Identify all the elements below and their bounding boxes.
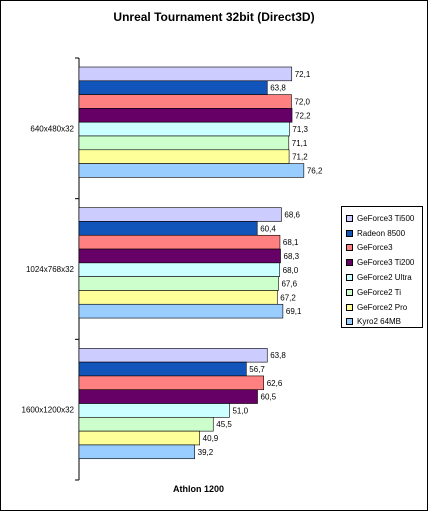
data-label: 60,5	[261, 393, 277, 402]
bar	[78, 66, 293, 82]
bar	[78, 121, 290, 137]
legend-swatch	[346, 274, 353, 282]
data-label: 40,9	[203, 434, 219, 443]
legend: GeForce3 Ti500 Radeon 8500 GeForce3 GeForce…	[341, 206, 423, 328]
data-label: 71,1	[292, 139, 308, 148]
data-label: 72,2	[295, 111, 311, 120]
legend-label: GeForce2 Pro	[357, 302, 408, 312]
bar	[78, 135, 290, 151]
data-label: 68,0	[283, 266, 299, 275]
data-label: 63,8	[270, 84, 286, 93]
bar	[78, 149, 290, 164]
bar	[78, 348, 268, 363]
bar	[78, 234, 281, 250]
legend-item: Kyro2 64MB	[346, 315, 422, 330]
bar	[78, 444, 195, 460]
legend-label: GeForce2 Ultra	[357, 273, 412, 283]
x-axis-label: Athlon 1200	[172, 484, 224, 494]
bar	[78, 389, 258, 404]
legend-item: GeForce2 Pro	[346, 300, 422, 315]
data-label: 72,1	[295, 70, 311, 79]
bar	[78, 276, 279, 291]
category-label: 1024x768x32	[26, 265, 75, 274]
bar	[78, 430, 200, 446]
data-label: 67,6	[281, 280, 297, 289]
bar	[78, 417, 214, 432]
data-label: 68,1	[283, 238, 299, 247]
legend-swatch	[346, 229, 353, 237]
bar	[78, 361, 247, 377]
legend-swatch	[346, 318, 353, 326]
legend-item: GeForce3 Ti200	[346, 255, 422, 270]
data-label: 51,0	[232, 406, 248, 415]
bar	[78, 303, 284, 319]
bar	[78, 108, 293, 123]
data-label: 71,2	[292, 153, 308, 162]
legend-label: GeForce3 Ti200	[357, 258, 415, 268]
data-label: 71,3	[292, 125, 308, 134]
legend-swatch	[346, 288, 353, 296]
legend-swatch	[346, 244, 353, 252]
legend-label: Kyro2 64MB	[357, 317, 402, 327]
bar	[78, 248, 281, 264]
bar	[78, 94, 292, 109]
data-label: 76,2	[307, 167, 323, 176]
data-label: 67,2	[280, 293, 296, 302]
bar	[78, 403, 230, 418]
legend-swatch	[346, 303, 353, 311]
bar	[78, 80, 268, 95]
chart-title: Unreal Tournament 32bit (Direct3D)	[113, 10, 315, 24]
data-label: 60,4	[260, 224, 276, 233]
category-label: 1600x1200x32	[22, 406, 75, 415]
data-label: 39,2	[198, 448, 214, 457]
legend-item: Radeon 8500	[346, 226, 422, 241]
bar	[78, 290, 278, 305]
data-label: 72,0	[294, 98, 310, 107]
data-label: 45,5	[216, 420, 232, 429]
data-label: 63,8	[270, 351, 286, 360]
bar	[78, 262, 280, 277]
legend-item: GeForce3	[346, 241, 422, 256]
legend-swatch	[346, 214, 353, 222]
legend-label: GeForce2 Ti	[357, 287, 402, 297]
bar	[78, 221, 258, 236]
bar	[78, 163, 305, 178]
legend-label: Radeon 8500	[357, 228, 406, 238]
data-label: 62,6	[267, 379, 283, 388]
data-label: 68,3	[284, 252, 300, 261]
legend-item: GeForce2 Ultra	[346, 270, 422, 285]
category-label: 640x480x32	[30, 124, 74, 133]
data-label: 69,1	[286, 307, 302, 316]
legend-item: GeForce3 Ti500	[346, 211, 422, 226]
legend-swatch	[346, 259, 353, 267]
legend-item: GeForce2 Ti	[346, 285, 422, 300]
legend-label: GeForce3 Ti500	[357, 213, 415, 223]
bar	[78, 375, 265, 391]
data-label: 68,6	[284, 211, 300, 220]
legend-label: GeForce3	[357, 243, 393, 253]
data-label: 56,7	[249, 365, 265, 374]
bar	[78, 207, 282, 222]
